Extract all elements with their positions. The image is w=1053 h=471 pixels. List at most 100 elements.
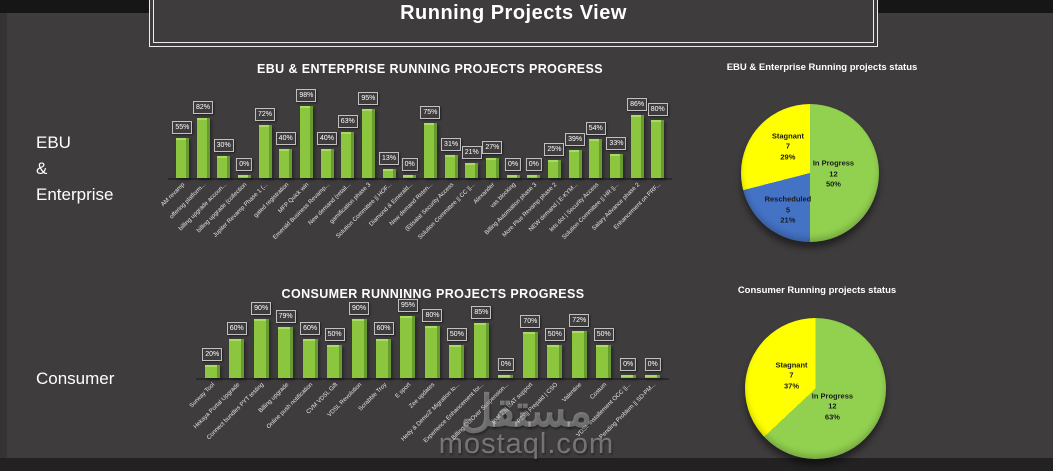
bar-slot: 85% Experience Enhancement for... (423, 306, 493, 444)
bar-slot: 20% Surway Tool (189, 315, 224, 409)
category-label: Salary Advance phase 2 (591, 182, 642, 233)
bar[interactable] (630, 115, 644, 178)
bar-value-label: 33% (606, 137, 627, 150)
bar-slot: 25% More Plus Revamp phase 2 (502, 104, 565, 239)
bar[interactable] (522, 332, 538, 378)
bar-value-label: 21% (461, 146, 482, 159)
bar-slot: 0% Pending Problem || SD-PM... (598, 315, 664, 441)
bar[interactable] (609, 154, 623, 178)
bar-value-label: 25% (544, 143, 565, 156)
bar[interactable] (204, 365, 220, 378)
bar-value-label: 0% (620, 358, 637, 371)
bar-slot: 50% P2S|| Prepaid | CSO (516, 315, 567, 425)
bar-slot: 98% MFP Quick win (278, 89, 317, 215)
bar-value-label: 95% (397, 299, 418, 312)
bar-value-label: 30% (213, 139, 234, 152)
ebu-pie-title: EBU & Enterprise Running projects status (726, 62, 918, 73)
bar[interactable] (473, 323, 489, 378)
pie-slice-label: Rescheduled 5 21% (764, 194, 812, 225)
bar-value-label: 98% (296, 89, 317, 102)
bar-value-label: 50% (593, 328, 614, 341)
bar-value-label: 72% (255, 108, 276, 121)
bar[interactable] (547, 345, 563, 378)
bar-value-label: 40% (275, 132, 296, 145)
bar-slot: 95% gamification phase 3 (329, 92, 379, 225)
bar[interactable] (506, 175, 520, 178)
bar[interactable] (498, 375, 514, 378)
bar[interactable] (382, 169, 396, 178)
pie-slice-label: Stagnant 7 37% (775, 360, 808, 391)
ebu-pie-chart[interactable]: In Progress 12 50% Rescheduled 5 21% Stagnant 7… (741, 104, 879, 242)
bar-slot: 72% Valentine (562, 314, 591, 404)
bar-slot: 31% (Etisalat Security Access (405, 104, 462, 233)
bar[interactable] (376, 339, 392, 378)
bar[interactable] (465, 163, 479, 178)
bar-slot: 40% Emerald Business Revamp... (272, 104, 338, 241)
bar[interactable] (341, 132, 355, 178)
bar-value-label: 0% (401, 158, 418, 171)
bar[interactable] (620, 375, 636, 378)
title-box: Running Projects View (149, 0, 878, 47)
bar-slot: 90% Connect bundles PYT testing (206, 302, 273, 441)
bar[interactable] (424, 326, 440, 378)
ebu-bar-chart: 55% AM revamp 82% offering platform... 30% bi… (161, 89, 672, 241)
row-label-consumer: Consumer (36, 369, 115, 388)
consumer-bar-chart: 20% Surway Tool 60% Hekaya Portal Upgrade 90… (189, 299, 669, 444)
bar[interactable] (229, 339, 245, 378)
bar[interactable] (423, 123, 437, 178)
bar[interactable] (449, 345, 465, 378)
bar[interactable] (237, 175, 251, 178)
bar[interactable] (403, 175, 417, 178)
row-label-ebu-enterprise: EBU & Enterprise (36, 130, 113, 208)
row-label-line: EBU (36, 133, 71, 152)
bar[interactable] (589, 139, 603, 178)
bar[interactable] (217, 156, 231, 178)
bar[interactable] (444, 155, 458, 178)
category-label: Solution Committee || HR ||... (561, 182, 621, 241)
bar-slot: 0% Diamond & Emerald... (368, 104, 420, 228)
bar[interactable] (253, 319, 269, 378)
bar-slot: 0% Billing Automation phase 3 (484, 104, 544, 236)
bar-slot: 95% E sport (395, 299, 420, 400)
bar-slot: 90% VDSL Revolution (327, 302, 371, 418)
bar-value-label: 60% (226, 322, 247, 335)
bar-value-label: 50% (544, 328, 565, 341)
bar-value-label: 72% (569, 314, 590, 327)
bar-slot: 21% Solution Committee || CC ||... (417, 104, 482, 241)
bar[interactable] (327, 345, 343, 378)
bar[interactable] (568, 150, 582, 178)
bar[interactable] (485, 158, 499, 178)
bar-value-label: 80% (647, 103, 668, 116)
bar-value-label: 80% (422, 309, 443, 322)
bar[interactable] (196, 118, 210, 178)
bar[interactable] (320, 149, 334, 178)
consumer-pie-chart[interactable]: In Progress 12 63% Stagnant 7 37% (745, 318, 886, 459)
bar-value-label: 50% (324, 328, 345, 341)
bar-value-label: 86% (627, 98, 648, 111)
bar[interactable] (571, 331, 587, 378)
bar[interactable] (175, 138, 189, 178)
bar[interactable] (596, 345, 612, 378)
bar[interactable] (361, 109, 375, 178)
bar[interactable] (547, 160, 561, 178)
bar[interactable] (651, 120, 665, 178)
bar[interactable] (527, 175, 541, 178)
bar[interactable] (278, 327, 294, 378)
bar-value-label: 0% (644, 358, 661, 371)
bar-slot: 54% lets dot | Security Access (549, 104, 606, 233)
bar[interactable] (299, 106, 313, 178)
bar[interactable] (279, 149, 293, 178)
left-border-strip (0, 13, 7, 458)
bar[interactable] (258, 125, 272, 178)
bar-value-label: 27% (482, 141, 503, 154)
bar[interactable] (400, 316, 416, 378)
bar-slot: 60% Hekaya Portal Upgrade (193, 315, 248, 430)
bar-value-label: 70% (520, 315, 541, 328)
bar[interactable] (351, 319, 367, 378)
bar-value-label: 0% (525, 158, 542, 171)
bar-slot: 86% Salary Advance phase 2 (591, 98, 648, 232)
bar[interactable] (645, 375, 661, 378)
bar[interactable] (302, 339, 318, 378)
watermark: مستقل mostaql.com (0, 387, 1053, 461)
bar-slot: 40% gated registration (253, 104, 296, 219)
